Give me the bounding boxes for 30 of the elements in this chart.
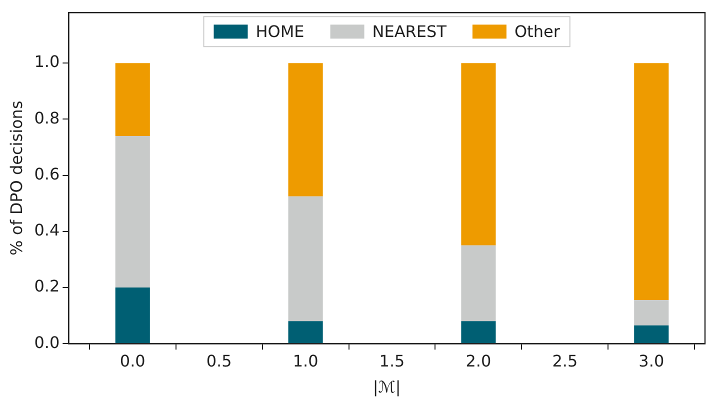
x-tick-label: 0.5 <box>206 351 232 370</box>
y-tick-label: 0.6 <box>34 164 60 184</box>
x-tick-label: 3.0 <box>638 351 664 370</box>
y-axis-title: % of DPO decisions <box>6 100 26 256</box>
bar <box>115 288 150 344</box>
bar <box>634 300 669 326</box>
bar <box>115 63 150 136</box>
bar <box>115 136 150 288</box>
bar <box>461 245 496 322</box>
y-tick-label: 0.8 <box>34 108 60 128</box>
bar <box>288 63 323 196</box>
bar <box>461 63 496 246</box>
bar <box>634 325 669 344</box>
bar <box>461 321 496 344</box>
y-tick-label: 0.0 <box>34 332 60 352</box>
legend-label: Other <box>514 22 560 41</box>
y-tick-label: 0.4 <box>34 220 60 240</box>
bar <box>288 321 323 344</box>
y-tick-label: 0.2 <box>34 276 60 296</box>
x-tick-label: 2.5 <box>552 351 578 370</box>
x-tick-label: 2.0 <box>466 351 492 370</box>
legend-label: NEAREST <box>372 22 447 41</box>
x-tick-label: 0.0 <box>120 351 146 370</box>
x-tick-label: 1.0 <box>292 351 318 370</box>
x-tick-label: 1.5 <box>379 351 405 370</box>
legend-label: HOME <box>256 22 304 41</box>
bar <box>634 63 669 300</box>
bar <box>288 196 323 322</box>
x-axis-title: |ℳ| <box>372 378 401 397</box>
y-tick-label: 1.0 <box>34 52 60 72</box>
